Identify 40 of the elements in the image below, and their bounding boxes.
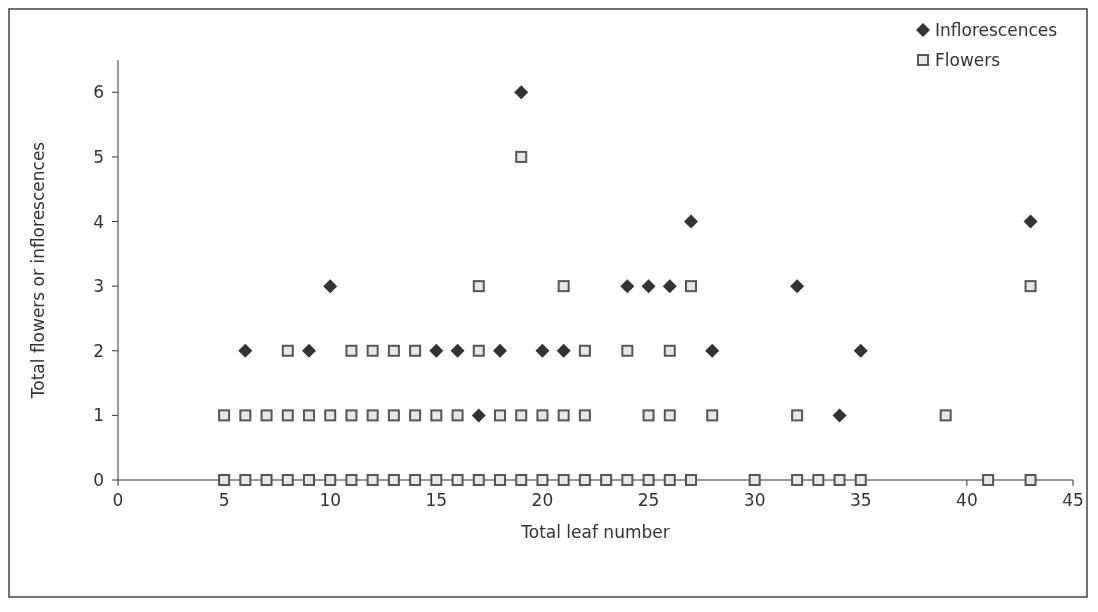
point [641,279,656,294]
x-tick-label: 10 [319,490,342,510]
x-tick-label: 25 [637,490,660,510]
point [832,408,847,423]
y-tick-label: 6 [93,82,104,103]
point [705,343,720,358]
point [514,85,529,100]
point [662,279,677,294]
y-axis-title: Total flowers or inflorescences [28,141,48,400]
y-tick-label: 1 [93,405,104,426]
x-tick-label: 5 [218,490,230,510]
x-tick-label: 20 [531,490,554,510]
x-tick-label: 45 [1062,490,1084,510]
legend-label: Inflorescences [935,20,1058,40]
y-tick-label: 2 [93,340,104,361]
point [853,343,868,358]
point [620,279,635,294]
y-tick-label: 5 [93,146,104,167]
point [323,279,338,294]
point [450,343,465,358]
x-tick-label: 0 [112,490,124,510]
x-tick-label: 35 [849,490,872,510]
point [684,214,698,229]
point [471,408,486,423]
point [556,343,571,358]
point [429,343,444,358]
point [1023,214,1038,229]
y-tick-label: 0 [93,470,104,490]
x-axis-title: Total leaf number [520,522,670,542]
x-tick-label: 15 [425,490,448,510]
legend-label: Flowers [935,50,1001,70]
x-tick-label: 30 [743,490,766,510]
x-tick-label: 40 [956,490,978,510]
point [238,343,253,358]
y-tick-label: 3 [93,276,104,297]
point [302,343,316,358]
point [790,279,805,294]
y-tick-label: 4 [93,211,104,232]
point [493,343,507,358]
point [535,343,550,358]
